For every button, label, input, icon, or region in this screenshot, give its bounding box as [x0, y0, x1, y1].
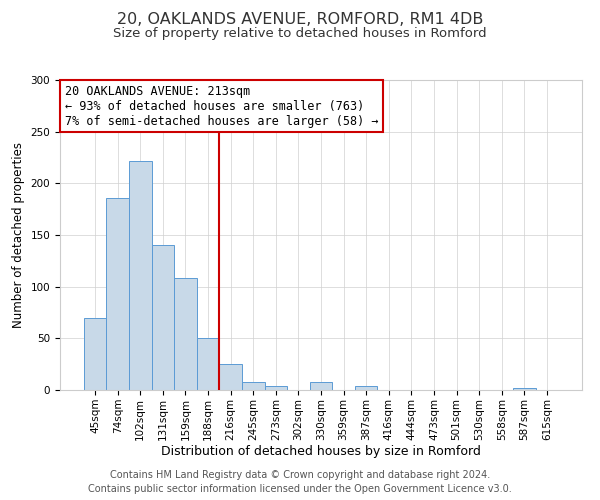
Text: Size of property relative to detached houses in Romford: Size of property relative to detached ho… — [113, 28, 487, 40]
Bar — [355, 386, 377, 390]
Y-axis label: Number of detached properties: Number of detached properties — [12, 142, 25, 328]
Bar — [174, 278, 197, 390]
Text: Contains HM Land Registry data © Crown copyright and database right 2024.: Contains HM Land Registry data © Crown c… — [110, 470, 490, 480]
Text: 20 OAKLANDS AVENUE: 213sqm
← 93% of detached houses are smaller (763)
7% of semi: 20 OAKLANDS AVENUE: 213sqm ← 93% of deta… — [65, 84, 379, 128]
Bar — [265, 386, 287, 390]
Text: 20, OAKLANDS AVENUE, ROMFORD, RM1 4DB: 20, OAKLANDS AVENUE, ROMFORD, RM1 4DB — [117, 12, 483, 28]
Text: Contains public sector information licensed under the Open Government Licence v3: Contains public sector information licen… — [88, 484, 512, 494]
Bar — [197, 338, 220, 390]
Bar — [513, 388, 536, 390]
Bar — [152, 246, 174, 390]
Bar — [129, 160, 152, 390]
Bar — [220, 364, 242, 390]
Bar — [242, 382, 265, 390]
Bar — [310, 382, 332, 390]
Bar — [106, 198, 129, 390]
Bar — [84, 318, 106, 390]
X-axis label: Distribution of detached houses by size in Romford: Distribution of detached houses by size … — [161, 446, 481, 458]
